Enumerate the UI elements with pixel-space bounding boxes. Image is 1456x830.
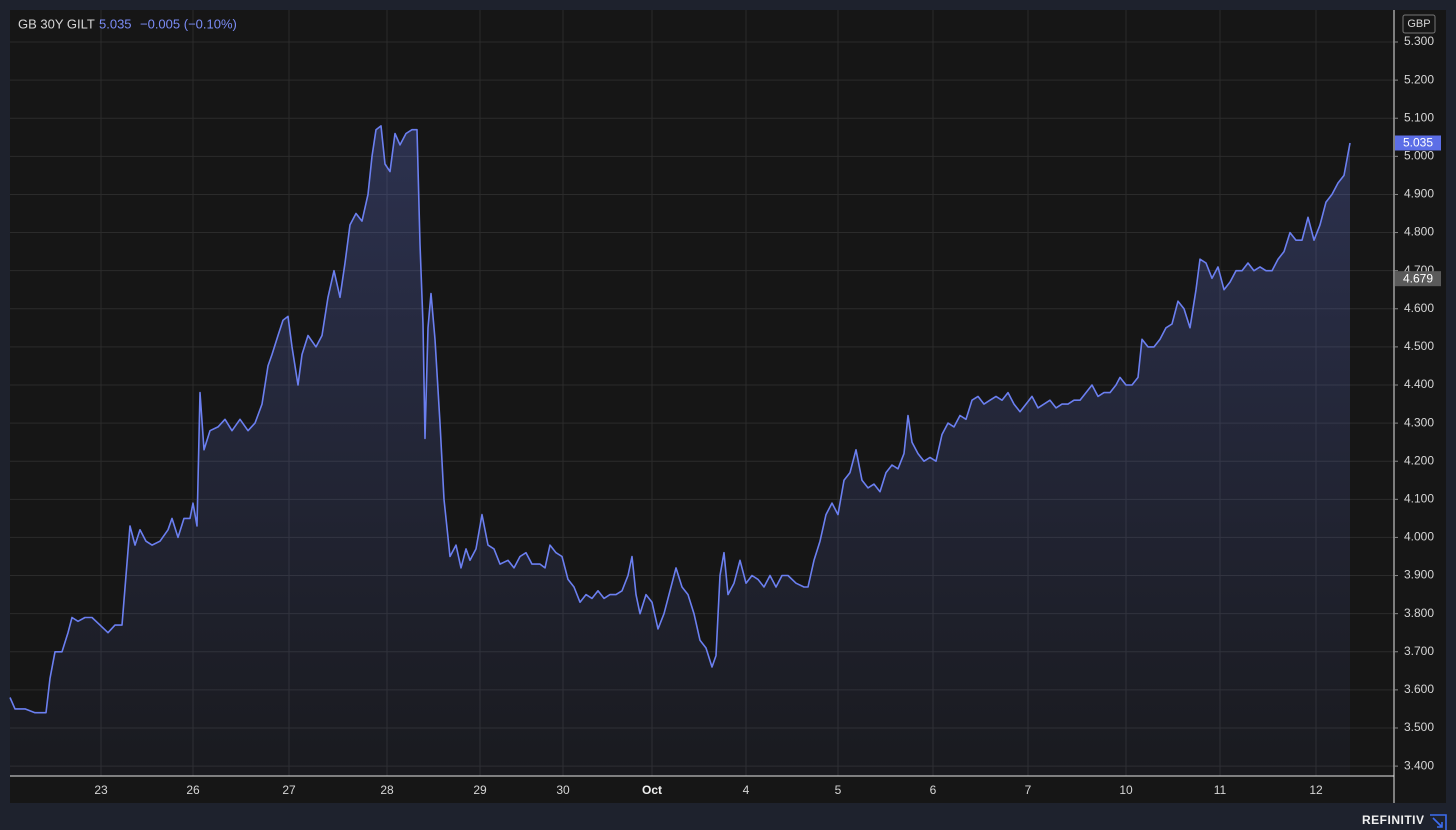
x-tick-label: 27: [282, 783, 296, 797]
y-tick-label: 3.900: [1404, 568, 1434, 582]
y-tick-label: 5.200: [1404, 72, 1434, 86]
x-tick-label: 6: [930, 783, 937, 797]
y-tick-label: 3.500: [1404, 720, 1434, 734]
y-tick-label: 4.200: [1404, 453, 1434, 467]
axes: 3.400 3.500 3.600 3.700 3.800 3.900 4.000 4.100…: [94, 34, 1441, 797]
x-tick-label: 23: [94, 783, 108, 797]
plot: [9, 125, 1351, 776]
last-price: 5.035: [99, 16, 132, 31]
x-tick-label: 12: [1309, 783, 1323, 797]
x-tick-label: 30: [556, 783, 570, 797]
y-tick-label: 4.400: [1404, 377, 1434, 391]
x-tick-label: 4: [743, 783, 750, 797]
x-tick-label: 26: [186, 783, 200, 797]
x-tick-label: Oct: [642, 783, 662, 797]
currency: GBP: [1407, 18, 1430, 30]
y-tick-label: 4.800: [1404, 225, 1434, 239]
y-tick-label: 5.000: [1404, 149, 1434, 163]
y-tick-label: 4.600: [1404, 301, 1434, 315]
price-change: −0.005 (−0.10%): [140, 16, 237, 31]
source-logo: REFINITIV: [1362, 813, 1425, 827]
y-tick-label: 4.500: [1404, 339, 1434, 353]
x-tick-label: 29: [473, 783, 487, 797]
last-price-tag-label: 5.035: [1403, 136, 1433, 150]
x-tick-label: 10: [1119, 783, 1133, 797]
y-tick-label: 4.900: [1404, 187, 1434, 201]
reference-tag-label: 4.679: [1403, 271, 1433, 285]
source-icon: [1430, 814, 1447, 830]
area-fill: [10, 125, 1350, 776]
reference-tag: [1395, 271, 1441, 287]
y-tick-label: 3.700: [1404, 644, 1434, 658]
x-tick-label: 28: [380, 783, 394, 797]
y-tick-label: 3.800: [1404, 606, 1434, 620]
y-tick-label: 3.400: [1404, 758, 1434, 772]
x-tick-label: 7: [1025, 783, 1032, 797]
x-tick-label: 5: [835, 783, 842, 797]
y-tick-label: 4.100: [1404, 491, 1434, 505]
y-tick-label: 4.000: [1404, 530, 1434, 544]
price-line: [9, 125, 1351, 714]
y-tick-label: 5.300: [1404, 34, 1434, 48]
y-tick-label: 5.100: [1404, 110, 1434, 124]
y-tick-label: 4.300: [1404, 415, 1434, 429]
instrument-title: GB 30Y GILT: [18, 16, 95, 31]
last-price-tag: [1395, 135, 1441, 151]
y-tick-label: 3.600: [1404, 682, 1434, 696]
currency-box: [1402, 14, 1436, 34]
x-tick-label: 11: [1214, 783, 1227, 797]
